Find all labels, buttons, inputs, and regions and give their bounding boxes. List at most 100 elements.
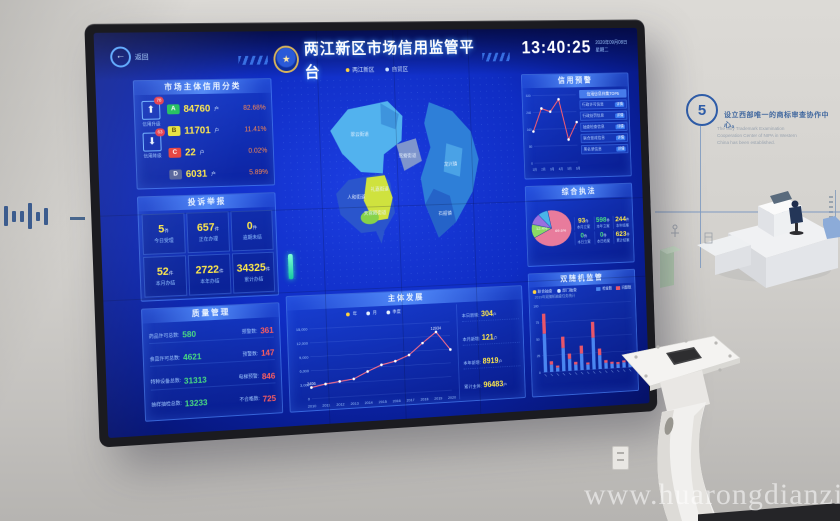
upgrade-badge: 78 xyxy=(153,96,164,105)
map-label: 天宫殿街道 xyxy=(364,209,387,217)
panel-credit-warning: 信用预警 0 80 160 240 320 1月 2月 3月 4月 5月 6月 信用信息归集TOP5… xyxy=(520,72,632,180)
credit-change-icons: ⬆ 78 信用升级 ⬇ 63 信用降级 xyxy=(137,96,166,187)
grade-unit: 户 xyxy=(199,149,205,156)
grade-chip: D xyxy=(169,169,183,180)
svg-text:4月: 4月 xyxy=(559,167,563,171)
credit-grade-row: D 6031 户 5.89% xyxy=(169,166,270,180)
grade-count: 84760 xyxy=(183,103,211,115)
kiosk-stand xyxy=(621,335,741,521)
svg-text:2020: 2020 xyxy=(448,395,457,400)
date-display: 2020年09月08日 星期二 xyxy=(595,40,627,54)
map-region-tail[interactable] xyxy=(375,230,386,244)
credit-info-list: 信用信息归集TOP5 行政许可信息 详情 行政处罚信息 详情 抽查检查信息 详情 联合… xyxy=(578,89,629,175)
svg-text:15,000: 15,000 xyxy=(296,327,308,332)
map-light-beam xyxy=(287,253,294,280)
district-map[interactable]: 翠云街道 鸳鸯街道 人和街道 礼嘉街道 天宫殿街道 龙兴镇 石船镇 xyxy=(277,74,522,290)
map-label: 人和街道 xyxy=(347,194,365,201)
panel-enforcement: 综合执法 69.6% 12.4% 93件 本月立案 598件 本年立案 244件 本年结… xyxy=(524,182,635,267)
chevron-decor-left xyxy=(238,55,269,65)
complaints-cell: 657件 正在办理 xyxy=(186,211,230,254)
svg-text:160: 160 xyxy=(527,128,532,132)
credit-downgrade-icon[interactable]: ⬇ 63 xyxy=(142,128,166,152)
svg-text:3,000: 3,000 xyxy=(300,382,310,387)
svg-text:12,000: 12,000 xyxy=(296,341,308,347)
complaints-cell: 0件 逾期未结 xyxy=(230,209,274,252)
grade-percent: 11.41% xyxy=(244,125,267,133)
svg-text:69.6%: 69.6% xyxy=(555,228,567,233)
tab-free-trade-zone[interactable]: 自贸区 xyxy=(385,64,408,73)
tab-liangjiang[interactable]: 两江新区 xyxy=(345,65,374,74)
map-label: 礼嘉街道 xyxy=(371,185,389,192)
credit-grade-row: A 84760 户 82.68% xyxy=(166,102,268,115)
back-label: 返回 xyxy=(134,53,149,61)
svg-text:2019: 2019 xyxy=(434,395,443,400)
credit-grade-row: C 22 户 0.02% xyxy=(168,145,269,158)
detail-chip[interactable]: 详情 xyxy=(616,135,626,140)
svg-text:25: 25 xyxy=(537,354,541,358)
entity-stats: 本日新增: 304 户 本月新增: 121 户 本年新增: 8919 户 累计主体: 9648… xyxy=(455,301,522,400)
grade-count: 6031 xyxy=(185,168,208,180)
svg-text:5月: 5月 xyxy=(567,167,571,171)
clock-block: 13:40:25 2020年09月08日 星期二 xyxy=(521,37,628,58)
inspection-bar-chart: 0 25 50 75 100 xyxy=(533,296,635,382)
credit-upgrade-icon[interactable]: ⬆ 78 xyxy=(141,96,164,120)
panel-entity-development: 主体发展 年 月 季度 0 3,000 6,000 9,000 12,000 15,000… xyxy=(285,285,526,413)
note-title-zh: 设立西部唯一的商标审查协作中心。 xyxy=(724,112,829,129)
panel-quality: 质量管理 药品许可总数: 580 预警数: 361 食品许可总数: 4621 预警数:… xyxy=(141,302,284,422)
list-item[interactable]: 行政许可信息 详情 xyxy=(579,99,627,110)
grade-percent: 0.02% xyxy=(248,146,268,155)
date-line: 2020年09月08日 xyxy=(595,39,628,46)
detail-chip[interactable]: 详情 xyxy=(616,146,626,152)
back-arrow-icon: ← xyxy=(109,46,132,68)
grade-count: 22 xyxy=(184,146,196,158)
enforcement-cell: 93件 本月立案 xyxy=(573,216,593,231)
tab-dot-icon xyxy=(345,67,350,72)
svg-text:100: 100 xyxy=(533,305,538,309)
grade-unit: 户 xyxy=(211,170,217,177)
list-item[interactable]: 联合惩戒信息 详情 xyxy=(580,132,629,144)
svg-text:0: 0 xyxy=(539,371,541,375)
svg-text:1月: 1月 xyxy=(533,168,537,172)
chevron-decor-right xyxy=(481,52,510,62)
enforcement-pie-chart: 69.6% 12.4% xyxy=(528,202,575,262)
svg-text:2012: 2012 xyxy=(336,402,344,407)
enforcement-cell: 598件 本年立案 xyxy=(593,215,612,230)
wall-line-dash xyxy=(70,217,85,220)
wall-power-outlet xyxy=(612,446,629,470)
region-tabs: 两江新区 自贸区 xyxy=(345,64,408,74)
svg-text:80: 80 xyxy=(529,145,532,149)
credit-grade-row: B 11701 户 11.41% xyxy=(167,124,269,137)
map-label: 龙兴镇 xyxy=(444,161,458,168)
complaints-cell: 5件 今日受理 xyxy=(141,212,186,255)
svg-text:6,000: 6,000 xyxy=(300,368,310,373)
svg-text:2014: 2014 xyxy=(365,400,374,405)
list-item[interactable]: 抽查检查信息 详情 xyxy=(580,121,628,133)
detail-chip[interactable]: 详情 xyxy=(615,112,625,118)
map-region-south-east[interactable] xyxy=(424,187,457,238)
soundwave-decoration-icon xyxy=(4,203,48,229)
stat-row: 本日新增: 304 户 xyxy=(461,307,519,322)
complaints-cell: 52件 本月办结 xyxy=(143,255,188,298)
quality-row: 抽样抽检总数: 13233 不合格数: 725 xyxy=(151,392,277,409)
tab-label: 自贸区 xyxy=(391,67,409,74)
svg-text:2011: 2011 xyxy=(322,402,331,407)
detail-chip[interactable]: 详情 xyxy=(615,123,626,129)
list-item[interactable]: 行政处罚信息 详情 xyxy=(579,110,628,121)
map-region-east[interactable] xyxy=(418,101,482,239)
enforcement-cell: 623件 累计结案 xyxy=(613,229,632,244)
svg-text:0: 0 xyxy=(531,162,533,166)
grade-unit: 户 xyxy=(214,127,220,134)
list-item[interactable]: 黑名单信息 详情 xyxy=(580,143,629,155)
svg-text:2015: 2015 xyxy=(379,399,388,404)
svg-text:2406: 2406 xyxy=(307,381,317,386)
back-button[interactable]: ← 返回 xyxy=(109,46,149,68)
panel-inspection: 双随机监管 联合抽查 部门抽查 检查数 问题数 2019年双随机抽查任务统计 0… xyxy=(527,268,639,398)
downgrade-label: 信用降级 xyxy=(143,153,162,159)
platform-emblem-icon: ★ xyxy=(273,45,300,74)
note-title-en: The only Trademark Examination Cooperati… xyxy=(717,126,797,145)
map-label: 鸳鸯街道 xyxy=(398,152,416,159)
map-region-highlight[interactable] xyxy=(362,174,394,222)
detail-chip[interactable]: 详情 xyxy=(615,101,625,107)
svg-text:240: 240 xyxy=(526,111,531,115)
